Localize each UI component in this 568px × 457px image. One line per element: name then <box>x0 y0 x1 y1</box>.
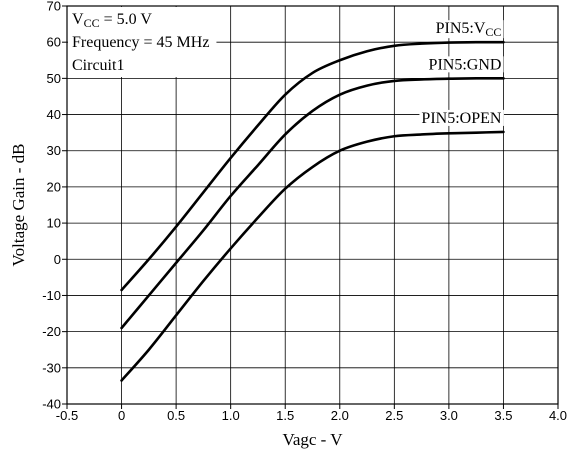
annotation-box: VCC = 5.0 V Frequency = 45 MHz Circuit1 <box>68 7 217 77</box>
series-label: PIN5:OPEN <box>421 110 501 127</box>
series-line-pin5-vcc <box>120 40 505 292</box>
x-axis-label: Vagc - V <box>282 430 343 449</box>
x-tick-label: 2.5 <box>385 408 403 423</box>
series-label: PIN5:GND <box>429 56 502 73</box>
annotation-line: Circuit1 <box>72 57 124 74</box>
annotation-background <box>68 7 217 77</box>
y-tick-label: -10 <box>42 288 61 303</box>
series-label-main: PIN5:GND <box>429 56 502 73</box>
grid <box>67 6 558 404</box>
annotation-subscript: CC <box>84 16 100 30</box>
x-tick-label: 1.5 <box>276 408 294 423</box>
y-tick-label: -20 <box>42 324 61 339</box>
y-tick-label: 70 <box>47 0 61 14</box>
series-labels: PIN5:VCC PIN5:GND PIN5:OPEN <box>419 20 504 127</box>
y-tick-label: 30 <box>47 143 61 158</box>
x-tick-label: -0.5 <box>56 408 78 423</box>
annotation-main: V <box>72 11 84 28</box>
plot-frame <box>66 5 559 405</box>
series-label-background <box>426 56 504 73</box>
y-tick-label: 20 <box>47 179 61 194</box>
series-label-group: PIN5:VCC <box>433 20 504 39</box>
x-tick-label: 4.0 <box>549 408 567 423</box>
x-tick-label: 1.0 <box>222 408 240 423</box>
annotation-rest: = 5.0 V <box>100 11 153 28</box>
annotation-main: Frequency = 45 MHz <box>72 34 209 51</box>
annotation-line: Frequency = 45 MHz <box>72 34 209 51</box>
x-tick-label: 3.5 <box>494 408 512 423</box>
annotation-line: VCC = 5.0 V <box>72 11 152 30</box>
y-axis-label: Voltage Gain - dB <box>9 144 28 267</box>
series-label-group: PIN5:GND <box>426 56 504 73</box>
x-tick-label: 0.5 <box>167 408 185 423</box>
series-label-subscript: CC <box>485 25 501 39</box>
series-line-pin5-open <box>120 130 505 382</box>
y-tick-label: 10 <box>47 216 61 231</box>
x-tick-label: 0 <box>118 408 125 423</box>
series-lines <box>120 40 505 382</box>
y-tick-label: 50 <box>47 71 61 86</box>
y-tick-label: 0 <box>54 252 61 267</box>
x-tick-label: 3.0 <box>440 408 458 423</box>
y-tick-label: 60 <box>47 35 61 50</box>
y-tick-label: 40 <box>47 107 61 122</box>
series-label: PIN5:VCC <box>436 20 502 39</box>
series-label-group: PIN5:OPEN <box>419 109 504 127</box>
series-label-background <box>419 109 504 126</box>
tick-labels: -0.5 0 0.5 1.0 1.5 2.0 2.5 3.0 3.5 4.0 70 60 50 40 30 2… <box>42 0 567 423</box>
y-tick-label: -40 <box>42 397 61 412</box>
y-tick-label: -30 <box>42 360 61 375</box>
series-line-pin5-gnd <box>120 77 505 330</box>
series-label-main: PIN5:OPEN <box>421 110 501 127</box>
x-tick-label: 2.0 <box>331 408 349 423</box>
annotation-main: Circuit1 <box>72 57 124 74</box>
series-label-background <box>433 20 504 39</box>
series-label-main: PIN5:V <box>436 20 486 37</box>
